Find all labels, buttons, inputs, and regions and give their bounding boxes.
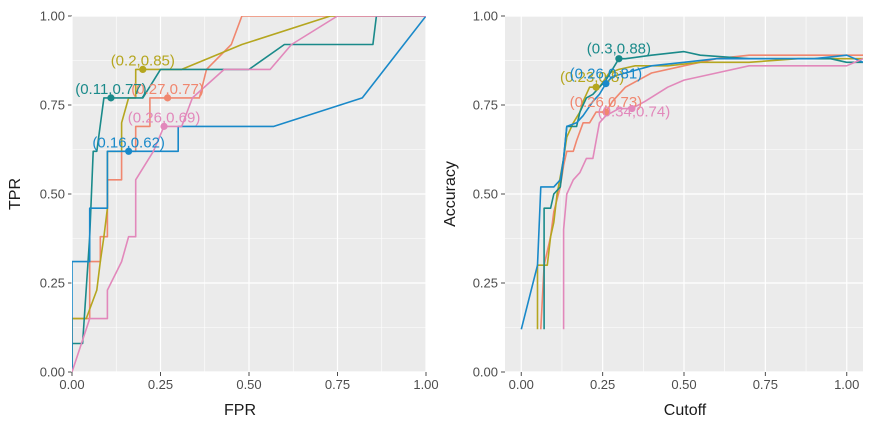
tick-label-y: 0.00 [473,365,498,380]
tick-label-x: 0.00 [509,377,534,392]
tick-label-x: 0.75 [753,377,778,392]
marker-pink [160,122,168,130]
point-label-salmon: (0.27,0.77) [131,81,204,98]
tick-label-x: 0.50 [671,377,696,392]
tick-label-y: 0.50 [40,187,65,202]
point-label-teal: (0.11,0.77) [75,81,146,98]
marker-olive [592,83,600,91]
marker-teal [615,55,623,63]
point-label-olive: (0.2,0.85) [111,52,175,69]
tick-label-y: 0.25 [473,276,498,291]
series-line-olive [536,57,863,330]
point-label-pink: (0.34,0.74) [598,104,671,121]
tick-label-y: 1.00 [473,9,498,24]
tick-label-x: 0.00 [59,377,84,392]
marker-pink [628,104,636,113]
tick-label-y: 0.00 [40,365,65,380]
accuracy-panel: 0.00 0.25 0.50 0.75 1.00 0.00 0.25 0.50 0.75 1.00… [442,9,863,419]
series-line-pink [72,16,426,372]
tick-label-x: 1.00 [834,377,859,392]
tick-label-y: 0.75 [473,98,498,113]
y-axis-title: TPR [7,178,24,210]
tick-label-y: 0.25 [40,276,65,291]
point-label-pink: (0.26,0.69) [128,109,201,126]
x-axis-title: Cutoff [664,402,707,419]
series-line-blue [520,54,863,330]
tick-label-x: 1.00 [413,377,438,392]
tick-label-x: 0.50 [236,377,261,392]
series-line-blue [72,16,426,372]
point-label-blue: (0.16,0.62) [92,134,165,151]
roc-panel: 0.00 0.25 0.50 0.75 1.00 0.00 0.25 0.50 0.75 1.00… [7,9,439,420]
tick-label-y: 0.50 [473,187,498,202]
tick-label-x: 0.75 [325,377,350,392]
marker-salmon [602,108,610,116]
series-group [72,16,426,372]
tick-label-x: 0.25 [590,377,615,392]
point-label-salmon: (0.26,0.73) [570,94,643,111]
tick-label-y: 0.75 [40,98,65,113]
marker-blue [602,80,610,88]
tick-label-x: 0.25 [148,377,173,392]
point-label-teal: (0.3,0.88) [587,41,651,58]
point-label-blue: (0.26,0.81) [570,66,643,83]
series-line-pink [562,57,863,330]
series-line-salmon [540,54,863,330]
marker-teal [107,94,115,102]
y-axis-title: Accuracy [442,161,459,227]
x-axis-title: FPR [224,402,256,419]
marker-blue [125,147,133,155]
marker-salmon [163,94,172,102]
marker-olive [139,65,147,73]
tick-label-y: 1.00 [40,9,65,24]
